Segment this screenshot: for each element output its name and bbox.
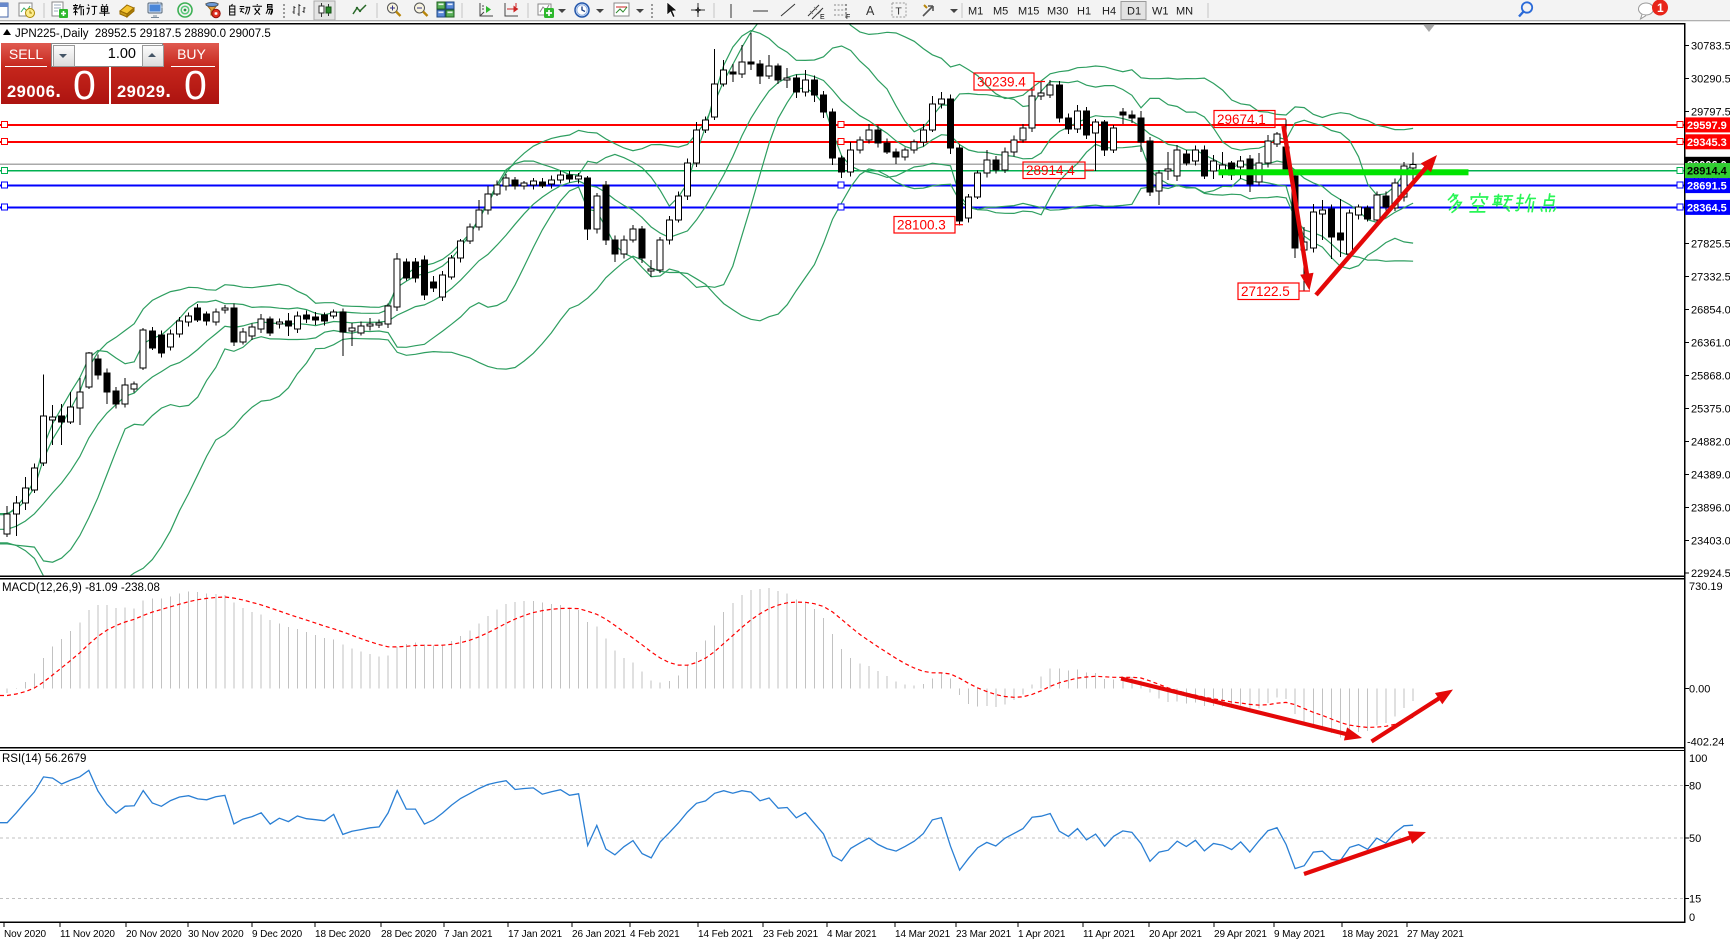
svg-text:27332.5: 27332.5 [1691, 272, 1730, 284]
svg-text:15: 15 [1689, 894, 1701, 906]
svg-text:T: T [895, 6, 902, 18]
svg-text:F: F [846, 14, 850, 21]
svg-text:E: E [820, 14, 825, 21]
svg-text:29674.1: 29674.1 [1217, 112, 1266, 127]
svg-text:M30: M30 [1047, 6, 1068, 18]
svg-text:H4: H4 [1102, 6, 1116, 18]
svg-text:18 Dec 2020: 18 Dec 2020 [315, 929, 371, 940]
svg-text:28914.4: 28914.4 [1687, 166, 1728, 178]
svg-text:MACD(12,26,9) -81.09 -238.08: MACD(12,26,9) -81.09 -238.08 [2, 582, 160, 594]
svg-text:W1: W1 [1152, 6, 1169, 18]
svg-text:1 Apr 2021: 1 Apr 2021 [1018, 929, 1066, 940]
svg-text:80: 80 [1689, 781, 1701, 793]
svg-text:20 Nov 2020: 20 Nov 2020 [126, 929, 182, 940]
svg-text:14 Mar 2021: 14 Mar 2021 [895, 929, 951, 940]
svg-text:9 May 2021: 9 May 2021 [1274, 929, 1326, 940]
svg-text:29597.9: 29597.9 [1687, 120, 1727, 132]
svg-text:28100.3: 28100.3 [897, 218, 946, 233]
svg-text:M1: M1 [968, 6, 983, 18]
svg-text:14 Feb 2021: 14 Feb 2021 [698, 929, 754, 940]
svg-text:Nov 2020: Nov 2020 [4, 929, 47, 940]
svg-text:28691.5: 28691.5 [1687, 181, 1727, 193]
svg-text:28364.5: 28364.5 [1687, 202, 1727, 214]
svg-text:A: A [866, 4, 875, 18]
svg-text:27122.5: 27122.5 [1241, 284, 1290, 299]
svg-text:27 May 2021: 27 May 2021 [1407, 929, 1464, 940]
svg-text:23 Mar 2021: 23 Mar 2021 [956, 929, 1012, 940]
svg-text:D1: D1 [1127, 6, 1141, 18]
svg-text:23403.0: 23403.0 [1691, 536, 1730, 548]
svg-text:28 Dec 2020: 28 Dec 2020 [381, 929, 437, 940]
svg-text:29345.3: 29345.3 [1687, 137, 1727, 149]
svg-text:24389.0: 24389.0 [1691, 470, 1730, 482]
svg-text:1: 1 [1657, 1, 1664, 15]
svg-text:730.19: 730.19 [1689, 581, 1723, 593]
svg-text:30290.5: 30290.5 [1691, 74, 1730, 86]
svg-text:27825.5: 27825.5 [1691, 239, 1730, 251]
svg-text:100: 100 [1689, 753, 1707, 765]
svg-text:30 Nov 2020: 30 Nov 2020 [188, 929, 244, 940]
svg-text:26854.0: 26854.0 [1691, 305, 1730, 317]
svg-text:MN: MN [1176, 6, 1193, 18]
svg-text:26361.0: 26361.0 [1691, 338, 1730, 350]
svg-text:11 Nov 2020: 11 Nov 2020 [60, 929, 115, 940]
svg-text:50: 50 [1689, 833, 1701, 845]
svg-text:28914.4: 28914.4 [1026, 163, 1075, 178]
svg-text:25375.0: 25375.0 [1691, 404, 1730, 416]
svg-text:20 Apr 2021: 20 Apr 2021 [1149, 929, 1202, 940]
svg-text:22924.5: 22924.5 [1691, 568, 1730, 580]
svg-text:30783.5: 30783.5 [1691, 41, 1730, 53]
svg-text:M5: M5 [993, 6, 1008, 18]
svg-text:4 Mar 2021: 4 Mar 2021 [827, 929, 877, 940]
svg-text:H1: H1 [1077, 6, 1091, 18]
svg-text:4 Feb 2021: 4 Feb 2021 [630, 929, 680, 940]
svg-text:30239.4: 30239.4 [977, 75, 1026, 90]
svg-text:18 May 2021: 18 May 2021 [1342, 929, 1399, 940]
svg-text:M15: M15 [1018, 6, 1039, 18]
svg-text:26 Jan 2021: 26 Jan 2021 [572, 929, 626, 940]
svg-text:0: 0 [1689, 912, 1695, 924]
svg-text:24882.0: 24882.0 [1691, 437, 1730, 449]
svg-text:29797.5: 29797.5 [1691, 107, 1730, 119]
svg-text:-402.24: -402.24 [1687, 737, 1724, 749]
svg-text:29 Apr 2021: 29 Apr 2021 [1214, 929, 1267, 940]
svg-text:23 Feb 2021: 23 Feb 2021 [763, 929, 819, 940]
svg-text:JPN225-,Daily 28952.5 29187.5: JPN225-,Daily 28952.5 29187.5 28890.0 29… [15, 28, 271, 40]
svg-text:7 Jan 2021: 7 Jan 2021 [444, 929, 493, 940]
svg-text:0.00: 0.00 [1689, 684, 1710, 696]
svg-text:RSI(14) 56.2679: RSI(14) 56.2679 [2, 753, 86, 765]
svg-text:9 Dec 2020: 9 Dec 2020 [252, 929, 303, 940]
svg-text:17 Jan 2021: 17 Jan 2021 [508, 929, 562, 940]
svg-text:23896.0: 23896.0 [1691, 503, 1730, 515]
svg-text:25868.0: 25868.0 [1691, 371, 1730, 383]
svg-text:11 Apr 2021: 11 Apr 2021 [1083, 929, 1136, 940]
